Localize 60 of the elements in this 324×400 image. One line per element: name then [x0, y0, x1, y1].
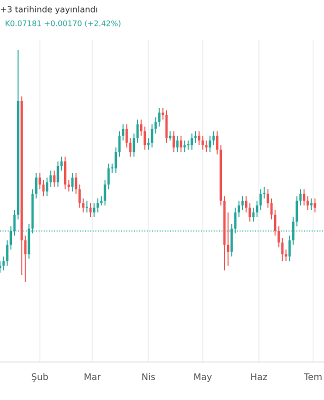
chart-title: +3 tarihinde yayınlandı: [0, 6, 98, 14]
candlestick: [71, 172, 74, 192]
candlestick: [64, 156, 66, 190]
candlestick: [158, 108, 160, 128]
candlestick: [140, 119, 142, 136]
candlestick: [126, 124, 128, 148]
candlestick: [162, 108, 164, 120]
candlestick: [172, 130, 175, 153]
candlestick: [2, 256, 5, 271]
x-tick-label: May: [194, 373, 212, 382]
candlestick: [302, 188, 306, 206]
candlestick: [107, 163, 110, 190]
candlestick: [281, 237, 284, 262]
candlestick: [168, 130, 172, 141]
candlestick: [183, 140, 186, 153]
candlestick: [147, 138, 150, 150]
candlestick: [259, 188, 262, 211]
candlestick: [68, 179, 70, 192]
candlestick: [266, 188, 270, 208]
candlestick: [244, 196, 248, 213]
candlestick: [24, 235, 27, 282]
candlestick: [154, 116, 157, 134]
candlestick: [187, 140, 190, 150]
x-tick-label: Haz: [251, 373, 267, 380]
candlestick: [274, 210, 276, 236]
candlestick: [38, 172, 41, 190]
candlestick: [122, 124, 124, 141]
candlestick: [86, 200, 88, 213]
candlestick: [314, 198, 316, 213]
candlestick: [284, 249, 288, 262]
candlestick: [50, 170, 52, 188]
candlestick: [252, 207, 255, 222]
candlestick: [53, 170, 56, 188]
candlestick: [198, 130, 200, 146]
candlestick: [129, 138, 132, 158]
candlestick: [190, 133, 194, 150]
candlestick: [100, 196, 103, 206]
candlestick: [202, 135, 204, 150]
candlestick: [296, 196, 298, 227]
candlestick: [212, 130, 215, 146]
candlestick: [176, 135, 179, 153]
candlestick: [92, 202, 96, 218]
candlestick: [278, 226, 280, 248]
x-tick-label: Şub: [32, 373, 48, 382]
candlestick: [216, 130, 218, 155]
candlestick: [78, 184, 81, 208]
candlestick: [96, 198, 99, 213]
candlestick: [6, 240, 8, 266]
candlestick: [144, 126, 146, 150]
x-tick-label: Mar: [84, 373, 101, 380]
x-tick-label: Tem: [304, 373, 322, 380]
candlestick: [114, 146, 118, 174]
candlestick: [306, 196, 309, 211]
candlestick: [310, 198, 313, 211]
x-tick-label: Nis: [142, 373, 155, 380]
candlestick: [82, 198, 84, 213]
candlestick: [56, 160, 60, 188]
candlestick: [248, 202, 251, 222]
candlestick: [263, 186, 266, 199]
candlestick: [205, 140, 208, 153]
